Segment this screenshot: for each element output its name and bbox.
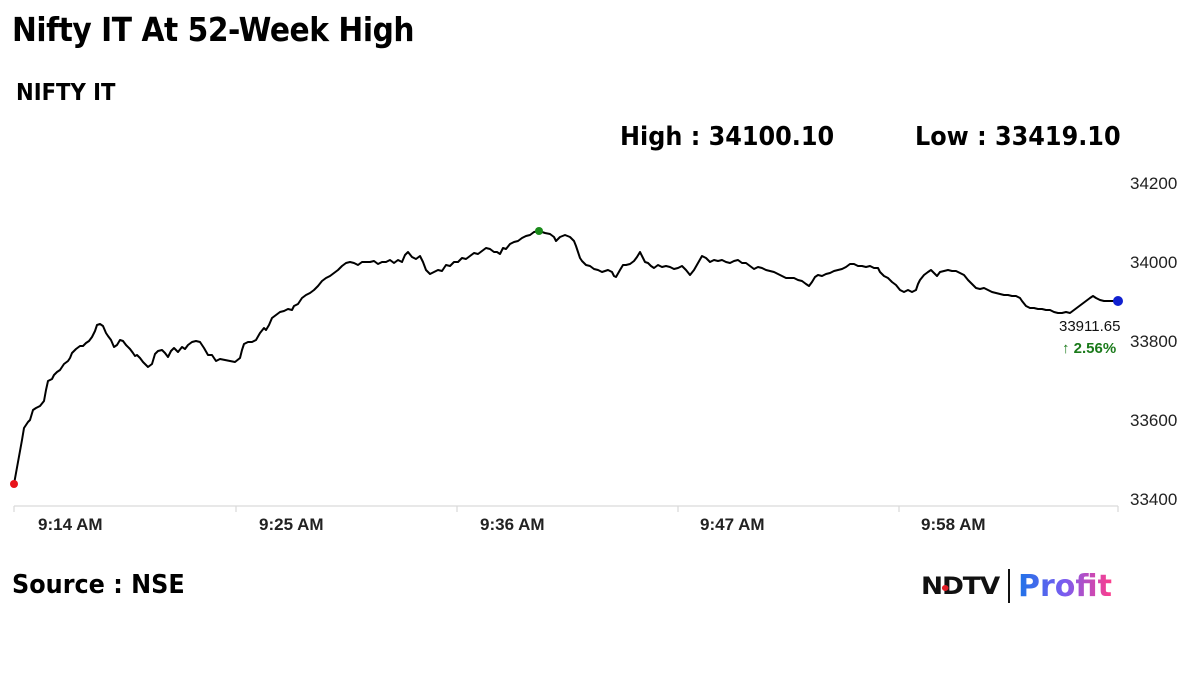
index-name: NIFTY IT (16, 80, 116, 106)
logo-profit: Profit (1017, 568, 1112, 604)
x-tick-0936: 9:36 AM (480, 515, 545, 534)
price-line (13, 230, 1118, 485)
change-percent-label: ↑ 2.56% (1062, 340, 1116, 357)
last-value-marker (1113, 296, 1123, 306)
y-tick-34200: 34200 (1130, 174, 1177, 193)
y-tick-33400: 33400 (1130, 490, 1177, 509)
high-value: High : 34100.10 (620, 122, 835, 152)
source-label: Source : NSE (12, 570, 185, 600)
x-tick-0947: 9:47 AM (700, 515, 765, 534)
last-value-label: 33911.65 (1059, 318, 1120, 335)
x-tick-0925: 9:25 AM (259, 515, 324, 534)
y-tick-33600: 33600 (1130, 411, 1177, 430)
high-marker (535, 227, 543, 235)
x-tick-0958: 9:58 AM (921, 515, 986, 534)
ndtv-profit-logo: NDTV Profit (921, 566, 1112, 606)
y-axis: 34200 34000 33800 33600 33400 (1130, 174, 1177, 509)
logo-divider (1007, 569, 1010, 603)
logo-ndtv: NDTV (921, 572, 1000, 600)
y-tick-34000: 34000 (1130, 253, 1177, 272)
x-tick-0914: 9:14 AM (38, 515, 103, 534)
chart-title: Nifty IT At 52-Week High (12, 10, 415, 49)
logo-red-dot (941, 585, 949, 591)
low-value: Low : 33419.10 (915, 122, 1121, 152)
low-marker (10, 480, 18, 488)
y-tick-33800: 33800 (1130, 332, 1177, 351)
x-axis: 9:14 AM 9:25 AM 9:36 AM 9:47 AM 9:58 AM (13, 505, 1119, 534)
